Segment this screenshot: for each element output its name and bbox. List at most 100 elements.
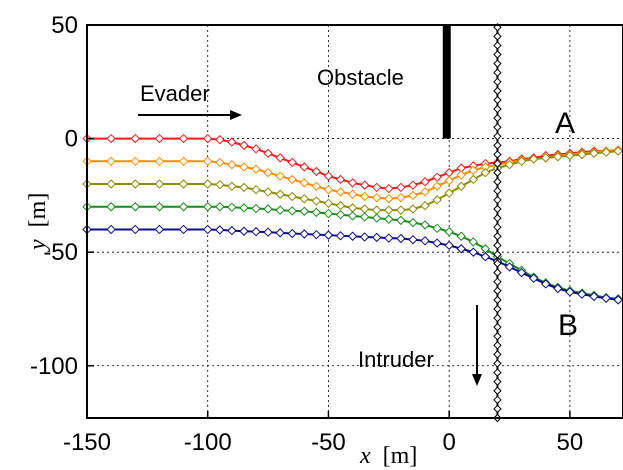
intruder-point xyxy=(493,322,502,332)
series-point xyxy=(408,180,418,190)
y-axis-var: y xyxy=(25,239,51,252)
series-point xyxy=(203,156,213,167)
x-axis-label: x [m] xyxy=(359,443,417,469)
series-point xyxy=(372,213,382,223)
series-point xyxy=(468,174,479,185)
y-tick-label: 50 xyxy=(51,12,78,39)
series-point xyxy=(311,229,322,240)
intruder-point xyxy=(493,232,502,241)
series-line xyxy=(87,228,619,301)
tick-labels: -150 -100 -50 0 50 50 0 -50 -100 xyxy=(30,12,583,456)
series-line xyxy=(87,205,619,300)
series-point xyxy=(203,179,213,189)
intruder-point xyxy=(493,159,502,168)
series-point xyxy=(299,162,310,172)
series-point xyxy=(178,202,189,212)
obstacle-label: Obstacle xyxy=(317,65,404,90)
series-point xyxy=(420,200,430,211)
series-point xyxy=(335,231,346,241)
series-point xyxy=(553,283,563,294)
series-point xyxy=(553,152,563,162)
intruder-point xyxy=(493,332,502,341)
intruder-point xyxy=(493,177,502,186)
series-point xyxy=(227,225,237,236)
series-point xyxy=(468,165,479,176)
intruder-point xyxy=(493,259,502,268)
series-point xyxy=(408,217,418,228)
series-point xyxy=(154,202,165,212)
series-point xyxy=(239,203,249,213)
intruder-point xyxy=(493,295,502,305)
series-point xyxy=(516,156,527,167)
series-point xyxy=(601,293,611,303)
intruder-point xyxy=(493,123,502,132)
series-point xyxy=(106,224,116,235)
series-point xyxy=(516,267,527,278)
intruder-point xyxy=(493,86,502,96)
series-point xyxy=(251,227,261,237)
series-point xyxy=(432,223,442,234)
intruder-point xyxy=(493,195,502,205)
series-point xyxy=(396,215,406,226)
series-point xyxy=(589,148,599,159)
series-point xyxy=(311,181,322,191)
series-point xyxy=(420,187,430,197)
series-point xyxy=(335,187,346,197)
series-point xyxy=(287,191,297,202)
intruder-arrow xyxy=(472,305,482,386)
series-point xyxy=(130,202,140,212)
series-point xyxy=(456,170,466,180)
series-point xyxy=(335,200,346,211)
series-point xyxy=(287,228,297,239)
series-point xyxy=(577,289,587,299)
series-point xyxy=(263,204,273,214)
series-point xyxy=(215,202,225,212)
series-point xyxy=(408,204,418,214)
series-point xyxy=(130,179,140,189)
intruder-point xyxy=(493,404,502,414)
series-point xyxy=(541,279,551,289)
series-point xyxy=(408,190,418,201)
series-point xyxy=(130,224,140,235)
series-olive xyxy=(82,146,623,215)
series-point xyxy=(396,233,406,244)
y-axis-label: y [m] xyxy=(25,193,51,252)
x-tick-label: 50 xyxy=(557,429,584,456)
series-point xyxy=(396,205,406,215)
series-point xyxy=(311,166,322,177)
series-blue xyxy=(82,224,623,305)
annotations: Evader Obstacle Intruder A B xyxy=(138,65,578,386)
intruder-point xyxy=(493,204,502,214)
x-tick-label: -150 xyxy=(63,429,111,456)
series-point xyxy=(432,181,442,191)
series-point xyxy=(215,135,225,145)
series-point xyxy=(239,140,249,151)
x-axis-unit: [m] xyxy=(383,443,418,469)
intruder-point xyxy=(493,359,502,368)
series-point xyxy=(263,187,273,197)
series-point xyxy=(432,238,442,248)
series-point xyxy=(227,181,237,191)
y-tick-label: -100 xyxy=(30,353,78,380)
series-point xyxy=(408,234,418,245)
series-point xyxy=(239,182,249,193)
series-point xyxy=(456,231,466,241)
intruder-point xyxy=(493,377,502,386)
series-point xyxy=(263,167,273,178)
intruder-point xyxy=(493,141,502,150)
intruder-point xyxy=(493,168,502,177)
series-point xyxy=(420,220,430,230)
series-point xyxy=(432,195,442,205)
series-point xyxy=(215,225,225,235)
intruder-point xyxy=(493,41,502,50)
series-point xyxy=(311,207,322,218)
series-point xyxy=(178,179,189,189)
series-point xyxy=(239,162,249,172)
series-point xyxy=(130,156,140,167)
intruder-point xyxy=(493,95,502,105)
intruder-point xyxy=(493,304,502,314)
series-point xyxy=(565,287,575,297)
series-point xyxy=(613,295,623,305)
series-point xyxy=(335,209,346,220)
